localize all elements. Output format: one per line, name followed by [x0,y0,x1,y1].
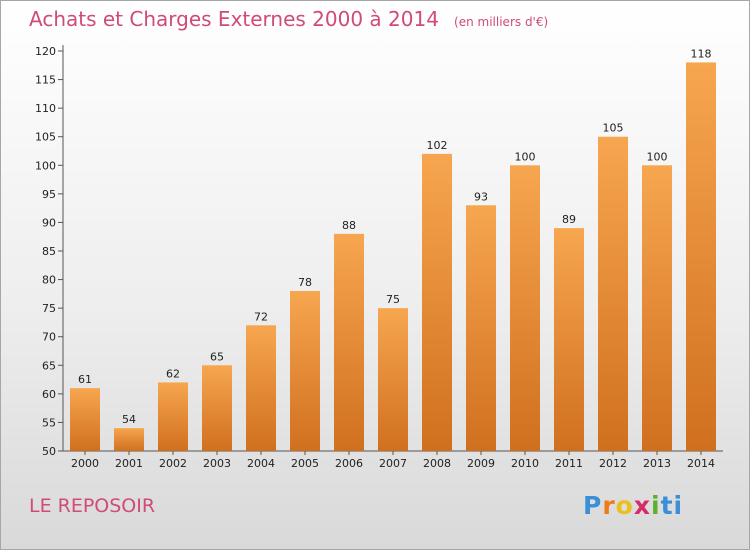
logo-letter: P [583,491,603,520]
logo-letter: i [651,491,661,520]
logo-letter: i [673,491,684,520]
bar-value-label: 89 [562,213,576,226]
y-tick-label: 110 [35,102,56,115]
bar-value-label: 105 [603,122,624,135]
bar-2010 [510,165,540,452]
bar-2001 [114,428,144,451]
bar-2006 [334,233,364,451]
bar-value-label: 54 [122,413,136,426]
y-tick-label: 75 [42,302,56,315]
bar-2014 [686,62,716,452]
bar-2005 [290,291,320,451]
y-tick-label: 55 [42,416,56,429]
y-tick-label: 100 [35,159,56,172]
bar-2004 [246,325,276,451]
bar-2007 [378,308,408,451]
bar-2012 [598,136,628,451]
y-tick-label: 95 [42,188,56,201]
x-tick-label: 2008 [423,457,451,470]
x-tick-label: 2011 [555,457,583,470]
bar-value-label: 65 [210,350,224,363]
y-tick-label: 120 [35,45,56,58]
y-tick-label: 80 [42,274,56,287]
x-tick-label: 2002 [159,457,187,470]
bar-2009 [466,205,496,451]
x-tick-label: 2000 [71,457,99,470]
bar-2002 [158,382,188,451]
y-tick-label: 90 [42,216,56,229]
bar-2011 [554,228,584,451]
proxiti-logo: Proxiti [583,491,683,520]
bar-2003 [202,365,232,451]
x-tick-label: 2003 [203,457,231,470]
bar-2013 [642,165,672,452]
bar-value-label: 118 [691,47,712,60]
x-tick-label: 2014 [687,457,715,470]
x-tick-label: 2007 [379,457,407,470]
chart-title: Achats et Charges Externes 2000 à 2014 [29,7,439,31]
y-tick-label: 70 [42,331,56,344]
bar-value-label: 100 [647,150,668,163]
x-tick-label: 2013 [643,457,671,470]
axes: 50 55 60 65 70 75 80 85 90 95 100 105 110 115 120 2000 2… [35,45,723,470]
bar-value-label: 72 [254,310,268,323]
x-tick-label: 2012 [599,457,627,470]
logo-letter: r [602,491,616,520]
bar-value-label: 78 [298,276,312,289]
bar-value-label: 100 [515,150,536,163]
x-tick-label: 2005 [291,457,319,470]
y-tick-label: 85 [42,245,56,258]
bar-value-label: 102 [427,139,448,152]
chart-subtitle: (en milliers d'€) [454,15,549,29]
bar-value-label: 88 [342,219,356,232]
y-tick-label: 50 [42,445,56,458]
bar-value-label: 75 [386,293,400,306]
x-tick-label: 2010 [511,457,539,470]
x-tick-label: 2009 [467,457,495,470]
bar-2000 [70,388,100,451]
logo-letter: x [633,491,651,520]
bar-value-label: 61 [78,373,92,386]
logo-letter: t [660,491,674,520]
y-tick-label: 115 [35,74,56,87]
bars: 61 54 62 65 72 78 88 75 102 93 100 89 105 100 118 [70,47,716,452]
x-tick-label: 2001 [115,457,143,470]
y-tick-label: 105 [35,131,56,144]
x-tick-label: 2006 [335,457,363,470]
bar-2008 [422,153,452,451]
logo-letter: o [615,491,634,520]
commune-name: LE REPOSOIR [29,495,156,517]
y-tick-label: 60 [42,388,56,401]
bar-value-label: 93 [474,190,488,203]
y-tick-label: 65 [42,359,56,372]
bar-value-label: 62 [166,367,180,380]
x-tick-label: 2004 [247,457,275,470]
chart-title-block: Achats et Charges Externes 2000 à 2014 (… [29,7,548,31]
